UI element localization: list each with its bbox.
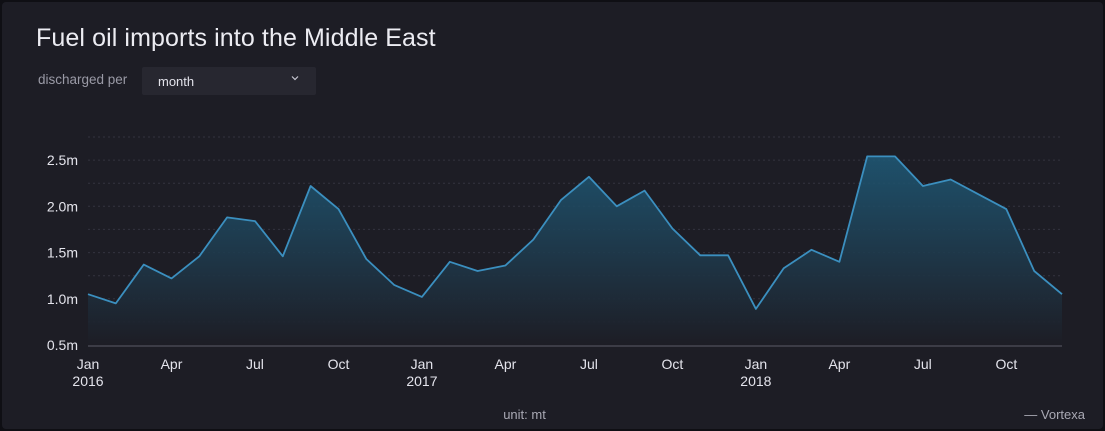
x-tick-label: Oct [662, 356, 684, 372]
x-tick-year-label: 2018 [740, 373, 771, 389]
discharged-per-label: discharged per [38, 72, 128, 87]
x-tick-label: Jul [580, 356, 598, 372]
chevron-down-icon [291, 76, 299, 81]
y-tick-label: 2.0m [47, 198, 78, 214]
source-credit: — Vortexa [1024, 407, 1085, 422]
series-area [88, 156, 1062, 345]
y-tick-label: 2.5m [47, 152, 78, 168]
y-tick-label: 0.5m [47, 337, 78, 353]
y-axis-ticks: 0.5m 1.0m 1.5m 2.0m 2.5m [47, 152, 78, 353]
x-tick-label: Oct [995, 356, 1017, 372]
chart-title: Fuel oil imports into the Middle East [36, 24, 436, 52]
y-tick-label: 1.5m [47, 245, 78, 261]
unit-label: unit: mt [503, 407, 546, 422]
x-tick-label: Apr [495, 356, 517, 372]
period-select-value: month [158, 74, 195, 89]
x-tick-label: Jan [745, 356, 768, 372]
x-tick-label: Jul [914, 356, 932, 372]
series-line [87, 155, 1063, 310]
x-tick-year-label: 2016 [72, 373, 103, 389]
x-tick-label: Jan [411, 356, 434, 372]
x-tick-label: Jan [77, 356, 100, 372]
x-tick-year-label: 2017 [406, 373, 437, 389]
area-fill-layer [87, 155, 1063, 345]
x-tick-label: Jul [246, 356, 264, 372]
y-tick-label: 1.0m [47, 291, 78, 307]
x-tick-label: Apr [828, 356, 850, 372]
x-tick-label: Oct [328, 356, 350, 372]
x-tick-label: Apr [161, 356, 183, 372]
period-select[interactable]: month [142, 67, 316, 95]
